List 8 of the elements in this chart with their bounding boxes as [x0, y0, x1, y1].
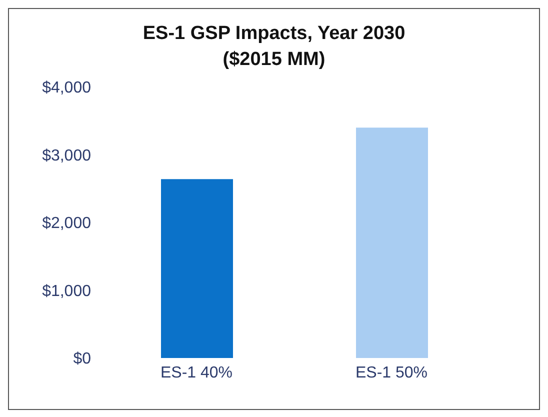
- y-tick-label: $1,000: [42, 282, 92, 300]
- x-tick-label: ES-1 50%: [355, 364, 428, 382]
- chart-title: ES-1 GSP Impacts, Year 2030 ($2015 MM): [142, 22, 406, 72]
- y-tick-label: $4,000: [42, 80, 92, 97]
- y-tick-label: $2,000: [42, 215, 92, 232]
- x-tick-label: ES-1 40%: [160, 364, 233, 382]
- y-tick-label: $0: [73, 350, 92, 368]
- y-tick-label: $3,000: [42, 147, 92, 164]
